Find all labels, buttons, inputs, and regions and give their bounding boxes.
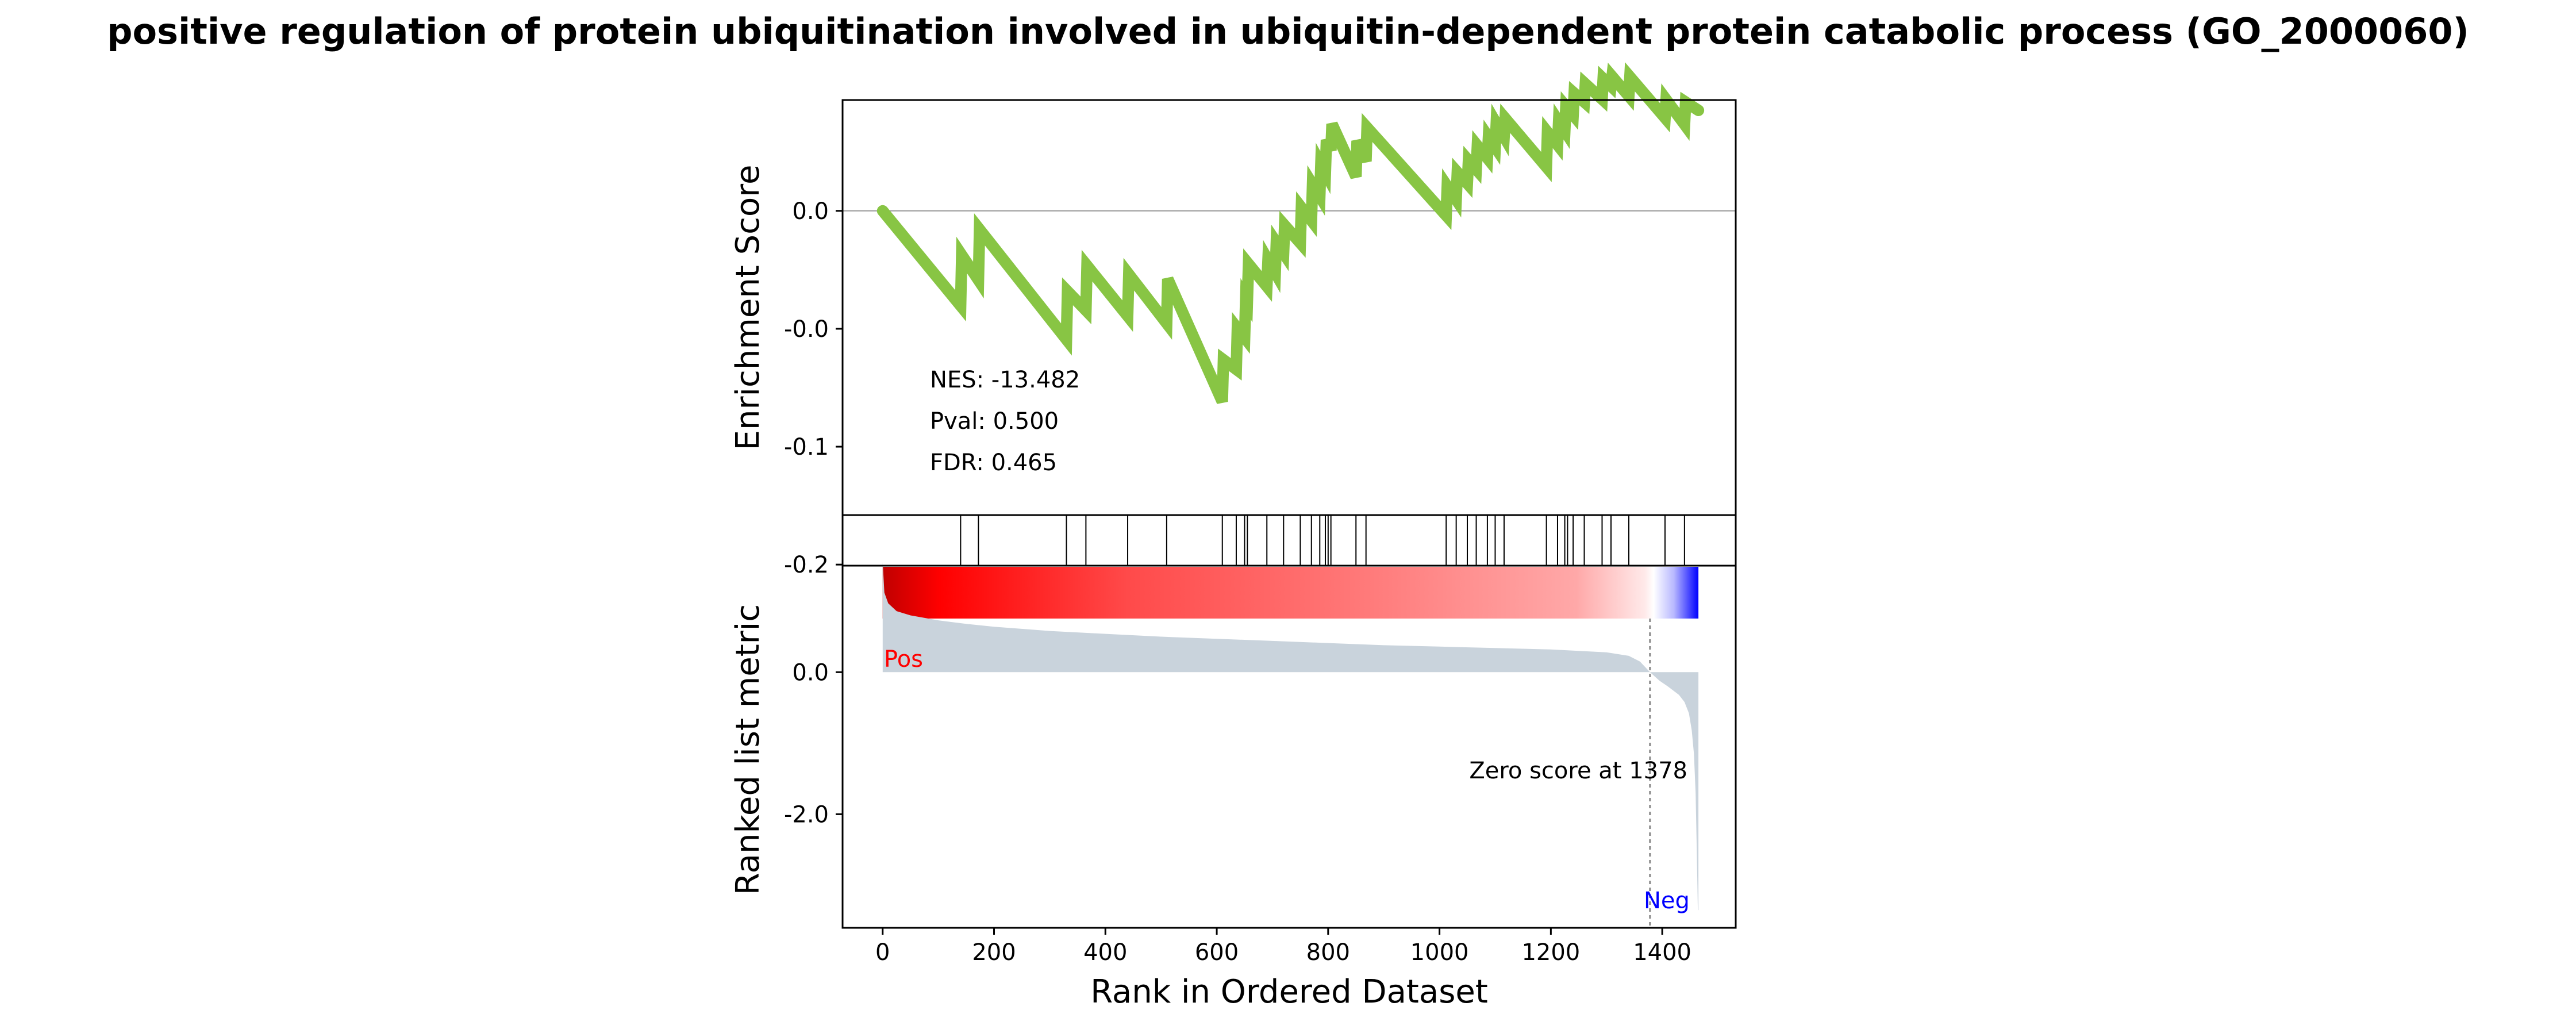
x-tick-label: 600: [1195, 939, 1239, 966]
chart-title: positive regulation of protein ubiquitin…: [107, 10, 2469, 52]
es-y-tick-label: -0.1: [784, 434, 829, 460]
es-annotation-pval: Pval: 0.500: [930, 408, 1059, 435]
es-y-axis-label: Enrichment Score: [729, 165, 767, 451]
x-tick-label: 1000: [1410, 939, 1469, 966]
metric-frame: [841, 565, 1737, 929]
x-tick-label: 1200: [1521, 939, 1580, 966]
enrichment-panel: 0.0 -0.0 -0.1 -0.2 NES: -13.482 Pval: 0.500…: [729, 62, 1737, 578]
enrichment-score-line: [876, 62, 1705, 404]
x-tick-label: 1400: [1633, 939, 1691, 966]
metric-y-tick-label: 0.0: [792, 659, 829, 686]
es-annotation-nes: NES: -13.482: [930, 367, 1080, 393]
metric-y-ticks: 0.0 -2.0: [784, 659, 843, 828]
metric-y-axis-label: Ranked list metric: [729, 604, 767, 895]
hit-lines: [960, 515, 1685, 566]
x-tick-label: 800: [1306, 939, 1350, 966]
es-annotation-fdr: FDR: 0.465: [930, 450, 1057, 476]
x-tick-label: 400: [1083, 939, 1127, 966]
x-tick-label: 0: [875, 939, 890, 966]
x-axis-label: Rank in Ordered Dataset: [1090, 973, 1488, 1011]
zero-score-label: Zero score at 1378: [1469, 758, 1687, 784]
ranked-metric-area: [882, 562, 1699, 911]
x-tick-label: 200: [972, 939, 1016, 966]
neg-label: Neg: [1644, 888, 1690, 914]
pos-label: Pos: [884, 646, 923, 673]
es-y-tick-label: 0.0: [792, 198, 829, 225]
es-y-tick-label: -0.0: [784, 316, 829, 343]
metric-y-tick-label: -2.0: [784, 801, 829, 828]
es-y-ticks: 0.0 -0.0 -0.1 -0.2: [784, 198, 843, 578]
hits-panel: [841, 514, 1737, 567]
rank-color-bar: [882, 567, 1699, 619]
es-y-tick-label: -0.2: [784, 552, 829, 578]
metric-panel: Pos Neg Zero score at 1378 0.0 -2.0 Ranke…: [729, 562, 1737, 929]
x-axis-ticks: 0 200 400 600 800 1000 1200 1400: [875, 928, 1691, 966]
